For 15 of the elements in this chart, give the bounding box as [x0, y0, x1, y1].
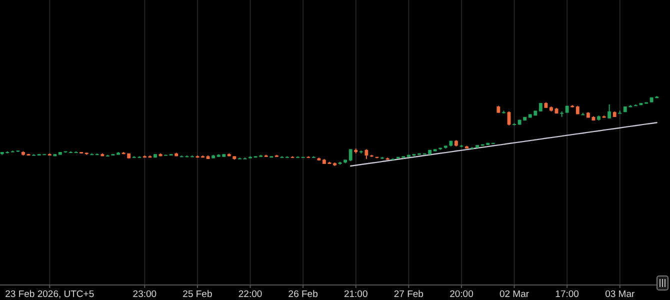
candlestick [348, 148, 352, 162]
x-tick-label: 17:00 [555, 289, 579, 300]
x-tick-label: 27 Feb [394, 289, 424, 300]
candlestick [364, 148, 368, 160]
x-tick-label: 23:00 [132, 289, 157, 300]
x-tick-label: 02 Mar [499, 289, 530, 300]
x-tick-label: 23 Feb 2026, UTC+5 [5, 289, 94, 300]
candlestick [618, 110, 622, 114]
x-tick-label: 03 Mar [605, 289, 635, 300]
x-tick-label: 21:00 [344, 289, 368, 300]
x-tick-label: 26 Feb [288, 289, 318, 300]
x-tick-label: 22:00 [238, 289, 262, 300]
candlestick [608, 104, 612, 119]
x-tick-label: 25 Feb [182, 289, 212, 300]
x-tick-label: 20:00 [450, 289, 474, 300]
